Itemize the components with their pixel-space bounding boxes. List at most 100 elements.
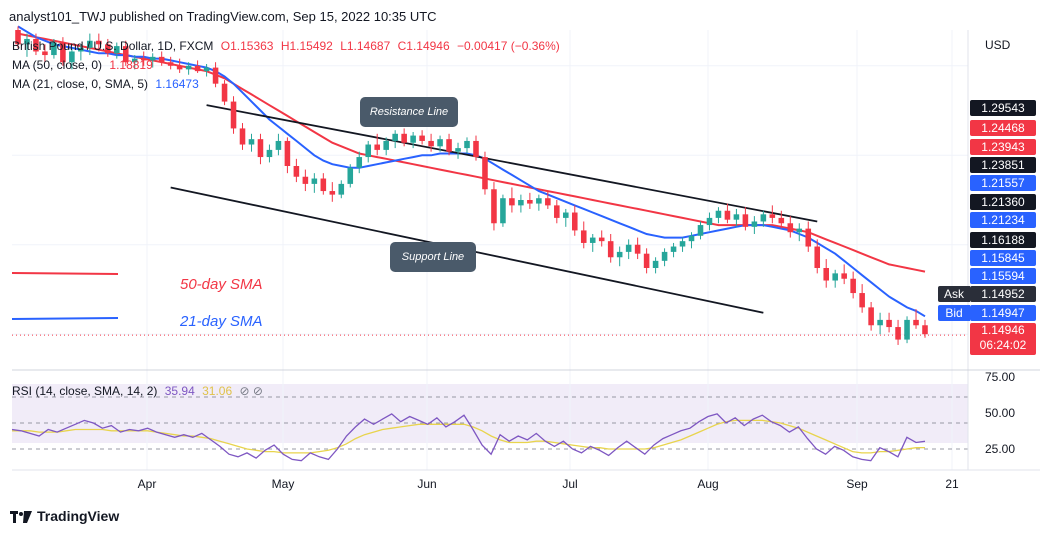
eye-off-icon[interactable]: ⊘ ⊘ bbox=[239, 384, 263, 398]
bid-label: Bid bbox=[938, 305, 970, 321]
candle bbox=[733, 208, 740, 227]
candle bbox=[769, 205, 776, 224]
candle-body bbox=[284, 140, 291, 166]
candle bbox=[563, 208, 569, 227]
candle-body bbox=[194, 65, 201, 72]
tradingview-footer[interactable]: TradingView bbox=[10, 508, 119, 524]
candle-body bbox=[661, 251, 668, 261]
candle bbox=[787, 216, 794, 238]
candle bbox=[536, 194, 542, 211]
candle bbox=[455, 142, 461, 159]
candle-body bbox=[167, 62, 174, 66]
candle bbox=[230, 96, 237, 134]
candle bbox=[473, 135, 479, 161]
candle bbox=[329, 182, 336, 202]
candle-body bbox=[51, 42, 57, 56]
candle bbox=[122, 40, 129, 66]
candle bbox=[203, 64, 210, 77]
candle bbox=[491, 182, 497, 231]
candle-body bbox=[805, 228, 812, 247]
candle bbox=[805, 221, 812, 252]
symbol-name: British Pound / U.S. Dollar, 1D, FXCM bbox=[12, 39, 214, 53]
candle-body bbox=[859, 293, 865, 308]
candle-body bbox=[733, 214, 740, 220]
candle bbox=[176, 58, 183, 73]
candle-body bbox=[886, 319, 892, 328]
candle-body bbox=[589, 237, 596, 243]
candle-body bbox=[293, 166, 300, 177]
ohlc-low: L1.14687 bbox=[340, 39, 391, 53]
candle bbox=[266, 144, 273, 163]
candle bbox=[78, 44, 84, 61]
candle-body bbox=[491, 189, 497, 224]
support-line-callout: Support Line bbox=[390, 242, 476, 272]
rsi-axis-label: 50.00 bbox=[985, 406, 1015, 420]
candle bbox=[895, 319, 901, 345]
price-axis-tag: 1.29543 bbox=[970, 100, 1036, 116]
candle bbox=[527, 192, 533, 209]
ma50-value: 1.18819 bbox=[109, 58, 153, 72]
publish-header: analyst101_TWJ published on TradingView.… bbox=[9, 9, 437, 24]
time-tick-label: Apr bbox=[138, 477, 157, 491]
rsi-pane bbox=[11, 396, 968, 462]
candle bbox=[715, 207, 722, 224]
candle bbox=[859, 284, 865, 313]
sma50-legend-line bbox=[11, 272, 119, 275]
candle-body bbox=[266, 149, 273, 158]
ma21-legend: MA (21, close, 0, SMA, 5) 1.16473 bbox=[12, 77, 203, 91]
candle bbox=[284, 137, 291, 174]
candle-body bbox=[760, 214, 767, 222]
candle-body bbox=[652, 260, 659, 268]
candle-body bbox=[446, 139, 452, 152]
price-pane bbox=[11, 25, 968, 345]
rsi-line bbox=[11, 413, 926, 462]
candle-body bbox=[877, 319, 883, 326]
candle bbox=[886, 312, 892, 333]
candle-body bbox=[176, 65, 183, 70]
candle-body bbox=[149, 56, 156, 61]
time-tick-label: 21 bbox=[945, 477, 959, 491]
price-axis-tag: 1.23943 bbox=[970, 139, 1036, 155]
last-price-value: 1.14946 bbox=[981, 323, 1025, 337]
symbol-legend: British Pound / U.S. Dollar, 1D, FXCM O1… bbox=[12, 39, 564, 53]
ma21-value: 1.16473 bbox=[155, 77, 199, 91]
candle-body bbox=[257, 139, 264, 158]
candle-body bbox=[338, 183, 345, 195]
candle bbox=[482, 151, 488, 195]
candle bbox=[724, 203, 731, 224]
candle-body bbox=[688, 235, 695, 242]
price-axis-tag: 1.21234 bbox=[970, 212, 1036, 228]
candle bbox=[239, 123, 246, 150]
candle bbox=[302, 169, 309, 192]
candle-body bbox=[455, 148, 461, 152]
candle-body bbox=[563, 212, 569, 218]
candle-body bbox=[598, 237, 605, 242]
candle-body bbox=[742, 214, 749, 227]
candle bbox=[320, 173, 327, 195]
candle-body bbox=[580, 230, 587, 243]
candle bbox=[545, 191, 551, 209]
candle bbox=[374, 133, 380, 156]
ask-price: 1.14952 bbox=[970, 286, 1036, 302]
candle-body bbox=[500, 198, 506, 224]
candle bbox=[140, 51, 147, 66]
resistance-trendline bbox=[206, 104, 818, 223]
candle-body bbox=[365, 144, 372, 158]
candle bbox=[257, 133, 264, 165]
candle bbox=[96, 33, 102, 52]
candle-body bbox=[823, 268, 830, 281]
candle bbox=[383, 137, 389, 156]
candle bbox=[841, 264, 847, 285]
candle bbox=[554, 200, 560, 224]
candle-body bbox=[401, 133, 407, 143]
candle bbox=[15, 26, 21, 48]
ohlc-change: −0.00417 (−0.36%) bbox=[457, 39, 560, 53]
candle bbox=[33, 33, 39, 56]
candle bbox=[51, 38, 57, 59]
candle-body bbox=[536, 198, 542, 204]
candle-body bbox=[374, 144, 380, 150]
price-axis-tag: 1.21557 bbox=[970, 175, 1036, 191]
candle-body bbox=[473, 140, 479, 158]
candle bbox=[338, 180, 345, 199]
